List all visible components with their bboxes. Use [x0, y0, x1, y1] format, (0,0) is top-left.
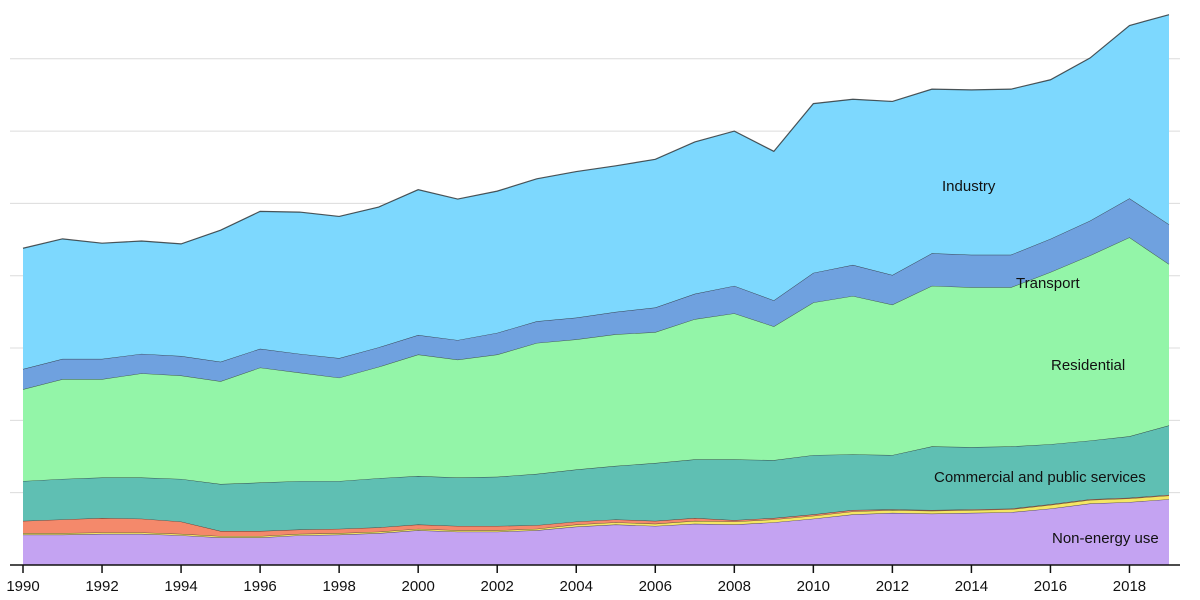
area-series-2	[23, 494, 1169, 537]
series-labels: Non-energy use Commercial and public serv…	[934, 178, 1159, 547]
x-tick-label-2000: 2000	[401, 578, 434, 595]
x-tick-label-2002: 2002	[481, 578, 514, 595]
x-tick-label-1994: 1994	[164, 578, 197, 595]
area-series-group	[22, 14, 1170, 565]
area-industry	[23, 14, 1169, 370]
area-residential	[23, 237, 1169, 484]
series-label-residential: Residential	[1051, 357, 1125, 374]
x-axis: 1990 1992 1994 1996 1998 2000 2002 2004 2006 2008…	[6, 564, 1180, 595]
x-tick-label-2008: 2008	[718, 578, 751, 595]
x-tick-label-1990: 1990	[6, 578, 39, 595]
series-label-industry: Industry	[942, 178, 996, 195]
area-non-energy-use	[23, 499, 1169, 565]
area-series-1	[23, 495, 1169, 538]
x-tick-label-1998: 1998	[322, 578, 355, 595]
series-label-commercial-and-public-services: Commercial and public services	[934, 469, 1146, 486]
series-label-non-energy-use: Non-energy use	[1052, 530, 1159, 547]
area-commercial-and-public-services	[23, 425, 1169, 532]
series-label-transport: Transport	[1016, 275, 1080, 292]
x-tick-label-2018: 2018	[1113, 578, 1146, 595]
x-tick-label-1996: 1996	[243, 578, 276, 595]
x-tick-label-2010: 2010	[797, 578, 830, 595]
x-tick-label-2014: 2014	[955, 578, 988, 595]
x-tick-label-2006: 2006	[639, 578, 672, 595]
x-tick-label-2012: 2012	[876, 578, 909, 595]
x-tick-label-2016: 2016	[1034, 578, 1067, 595]
x-tick-label-2004: 2004	[560, 578, 593, 595]
x-tick-label-1992: 1992	[85, 578, 118, 595]
line-industry	[22, 14, 1170, 249]
area-transport	[23, 198, 1169, 390]
